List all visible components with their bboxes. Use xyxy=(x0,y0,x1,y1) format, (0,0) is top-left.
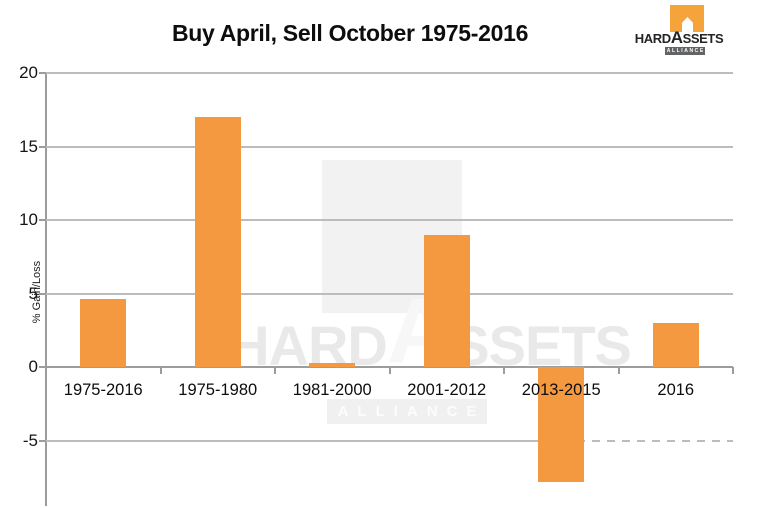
gridline xyxy=(46,219,733,221)
x-axis-tick xyxy=(617,367,620,374)
y-tick-label: 5 xyxy=(28,283,38,303)
x-axis-tick xyxy=(274,367,276,374)
category-label: 1981-2000 xyxy=(292,381,372,399)
watermark-alliance-badge: ALLIANCE xyxy=(327,399,487,424)
y-tick-label: 10 xyxy=(19,210,38,229)
gridline xyxy=(46,145,733,148)
y-tick-label: 0 xyxy=(28,357,38,376)
y-axis-tick xyxy=(39,145,46,148)
logo-word-hard: HARD xyxy=(634,31,671,46)
x-axis-tick xyxy=(732,367,734,374)
x-axis-tick xyxy=(388,367,391,374)
gridline xyxy=(46,292,733,295)
bar-2001-2012 xyxy=(423,234,470,367)
x-axis-tick xyxy=(159,367,162,374)
gridline xyxy=(46,439,733,442)
logo-arch-cutout-icon xyxy=(682,17,693,32)
gridline xyxy=(46,72,733,74)
logo-word-big-a: A xyxy=(670,28,683,47)
bar-1975-1980 xyxy=(194,117,241,367)
bar-1975-2016 xyxy=(80,299,127,367)
y-tick-label: -5 xyxy=(22,430,38,450)
category-label: 2001-2012 xyxy=(407,381,487,399)
logo-alliance-badge: ALLIANCE xyxy=(665,47,705,55)
watermark-word-hard: HARD xyxy=(229,314,388,378)
chart-title: Buy April, Sell October 1975-2016 xyxy=(171,20,529,46)
category-label: 2016 xyxy=(657,381,695,399)
y-axis-tick xyxy=(39,366,46,368)
y-tick-label: 15 xyxy=(19,136,38,156)
bar-2016 xyxy=(652,322,699,367)
y-axis-tick xyxy=(39,292,46,295)
logo-wordmark: HARDASSETS xyxy=(618,28,740,48)
logo-word-ssets: SSETS xyxy=(682,31,724,46)
y-axis-tick xyxy=(39,219,46,221)
watermark-dash-strip xyxy=(585,439,732,443)
category-label: 2013-2015 xyxy=(521,381,601,399)
y-tick-label: 20 xyxy=(19,63,38,82)
bar-2013-2015 xyxy=(538,367,585,482)
x-axis-tick xyxy=(503,367,505,374)
y-axis-spine xyxy=(45,72,47,506)
bar-1981-2000 xyxy=(309,362,356,367)
category-label: 1975-2016 xyxy=(63,381,143,399)
category-label: 1975-1980 xyxy=(178,381,258,399)
watermark-word-ssets: SSETS xyxy=(452,314,632,378)
y-axis-tick xyxy=(39,72,46,74)
y-axis-tick xyxy=(39,439,46,442)
